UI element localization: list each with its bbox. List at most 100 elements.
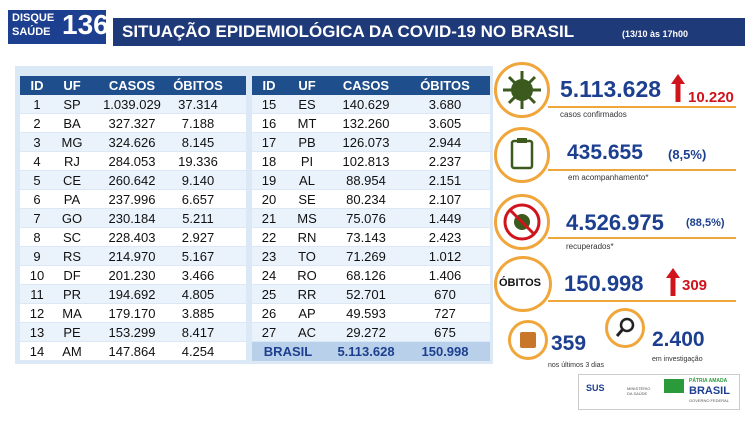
cell: 3 <box>33 135 41 150</box>
deaths-increase: 309 <box>682 277 708 294</box>
cell: 1.039.029 <box>103 97 161 112</box>
cell: RN <box>297 230 317 245</box>
recovered-glyph <box>503 203 541 241</box>
cell: 6.657 <box>181 192 215 207</box>
title: SITUAÇÃO EPIDEMIOLÓGICA DA COVID-19 NO B… <box>122 22 575 41</box>
cell: PI <box>300 154 314 169</box>
cell: 214.970 <box>108 249 156 264</box>
logo <box>8 10 106 44</box>
logo-bottom: SAÚDE <box>12 26 51 38</box>
header-row <box>252 76 490 95</box>
row-bg <box>20 190 246 208</box>
cell: 3.466 <box>181 268 215 283</box>
row-bg <box>252 304 490 322</box>
cell: SE <box>298 192 316 207</box>
cell: MA <box>62 306 82 321</box>
column-header: CASOS <box>108 78 156 93</box>
monitoring-value: 435.655 <box>567 141 643 164</box>
cell: SP <box>63 97 81 112</box>
cell: 201.230 <box>108 268 156 283</box>
row-bg <box>252 285 490 303</box>
cell: 20 <box>261 192 277 207</box>
virus-glyph <box>503 71 541 109</box>
column-header: ÓBITOS <box>173 78 223 93</box>
cell: 675 <box>434 325 456 340</box>
investigation-label: em investigação <box>652 356 703 363</box>
cell: 10 <box>29 268 45 283</box>
cell: 1 <box>33 97 41 112</box>
row-bg <box>20 247 246 265</box>
row-bg <box>252 152 490 170</box>
cell: GO <box>61 211 83 226</box>
row-bg <box>252 133 490 151</box>
rule <box>548 106 736 108</box>
row-bg <box>20 209 246 227</box>
rule <box>548 300 736 302</box>
column-header: CASOS <box>342 78 390 93</box>
cell: 12 <box>29 306 45 321</box>
row-bg <box>20 114 246 132</box>
cell: 2 <box>33 116 41 131</box>
cell: 49.593 <box>346 306 386 321</box>
total-cell: 150.998 <box>421 344 469 359</box>
cell: PE <box>63 325 81 340</box>
header-row <box>20 76 246 95</box>
cell: 9.140 <box>181 173 215 188</box>
row-bg <box>20 266 246 284</box>
recovered-label: recuperados* <box>566 242 614 251</box>
monitoring-label: em acompanhamento* <box>568 173 649 182</box>
cell: 23 <box>261 249 277 264</box>
cell: 3.885 <box>181 306 215 321</box>
cell: MG <box>61 135 83 150</box>
up-arrow <box>666 268 680 296</box>
row-bg <box>20 285 246 303</box>
cell: 2.237 <box>428 154 462 169</box>
cell: 11 <box>30 287 44 302</box>
title-bar <box>113 18 745 46</box>
recent-label: nos últimos 3 dias <box>548 362 605 369</box>
cell: 230.184 <box>108 211 156 226</box>
calendar-glyph <box>520 332 536 348</box>
cell: 194.692 <box>108 287 156 302</box>
cell: 2.927 <box>181 230 215 245</box>
timestamp: (13/10 às 17h00 <box>622 29 689 39</box>
cell: 228.403 <box>108 230 156 245</box>
cell: 80.234 <box>346 192 386 207</box>
cell: 7 <box>33 211 41 226</box>
rule <box>548 237 736 239</box>
cell: 1.449 <box>428 211 462 226</box>
cell: 16 <box>261 116 277 131</box>
cell: 73.143 <box>346 230 386 245</box>
search-glyph <box>615 317 635 337</box>
cell: 5.167 <box>181 249 215 264</box>
deaths-value: 150.998 <box>564 271 644 296</box>
brand-top: PÁTRIA AMADA <box>689 378 728 384</box>
row-bg <box>252 247 490 265</box>
logo-top: DISQUE <box>12 12 55 24</box>
calendar-icon <box>508 320 548 360</box>
row-bg <box>252 323 490 341</box>
cell: 153.299 <box>108 325 156 340</box>
cell: MT <box>297 116 317 131</box>
cell: 1.012 <box>428 249 462 264</box>
row-bg <box>20 171 246 189</box>
cell: ES <box>298 97 316 112</box>
up-arrow <box>671 74 685 102</box>
investigation-value: 2.400 <box>652 328 705 351</box>
confirmed-label: casos confirmados <box>560 110 627 119</box>
cell: TO <box>298 249 316 264</box>
cell: RR <box>297 287 317 302</box>
row-bg <box>252 114 490 132</box>
row-bg <box>20 95 246 113</box>
cell: 102.813 <box>342 154 390 169</box>
cell: 68.126 <box>346 268 386 283</box>
cell: 4 <box>33 154 41 169</box>
deaths-badge-text: ÓBITOS <box>499 277 541 289</box>
cell: 7.188 <box>181 116 215 131</box>
cell: RO <box>297 268 317 283</box>
cell: 284.053 <box>108 154 156 169</box>
cell: 140.629 <box>342 97 390 112</box>
cell: 21 <box>261 211 277 226</box>
row-bg <box>252 171 490 189</box>
cell: 19 <box>261 173 277 188</box>
